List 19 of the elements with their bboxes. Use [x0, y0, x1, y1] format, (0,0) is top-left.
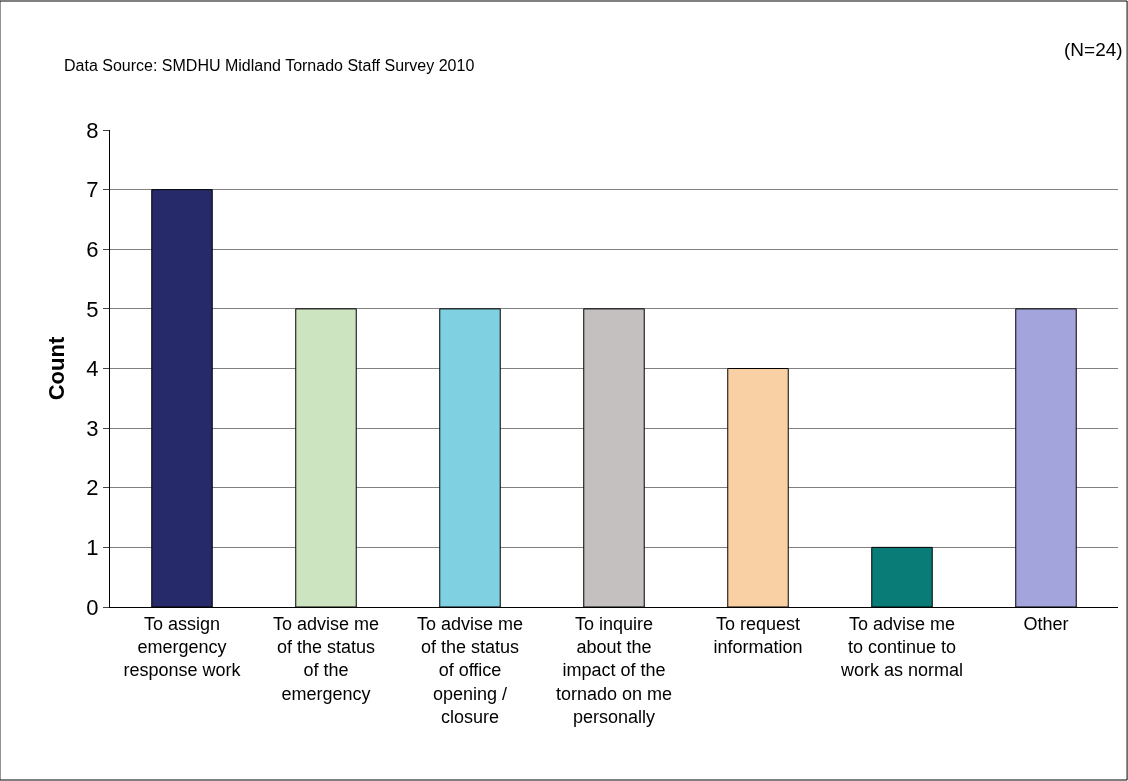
y-tick-label: 8: [86, 117, 99, 143]
y-tick-label: 7: [86, 177, 99, 203]
x-tick-label: To request information: [713, 613, 803, 657]
x-tick-label: To assign emergency response work: [123, 613, 242, 681]
y-axis-title: Count: [44, 336, 70, 401]
x-tick-label: To inquire about the impact of the tornado on me personally: [555, 613, 673, 728]
x-tick-label: To advise me to continue to work as normal: [839, 613, 964, 681]
y-tick-label: 2: [86, 475, 99, 501]
x-tick-label: To advise me of the status of the emergency: [272, 613, 380, 704]
y-tick-label: 5: [86, 296, 99, 322]
text: (N=24): [1064, 39, 1123, 60]
y-tick-label: 1: [86, 535, 99, 561]
y-tick-label: 6: [86, 236, 99, 262]
y-tick-label: 4: [86, 356, 99, 382]
x-tick-label: Other: [1023, 613, 1069, 634]
y-tick-label: 3: [86, 415, 99, 441]
x-tick-label: To advise me of the status of office opening / closure: [416, 613, 524, 728]
y-tick-label: 0: [86, 594, 99, 620]
source-note: Data Source: SMDHU Midland Tornado Staff Survey 2010: [64, 57, 475, 74]
